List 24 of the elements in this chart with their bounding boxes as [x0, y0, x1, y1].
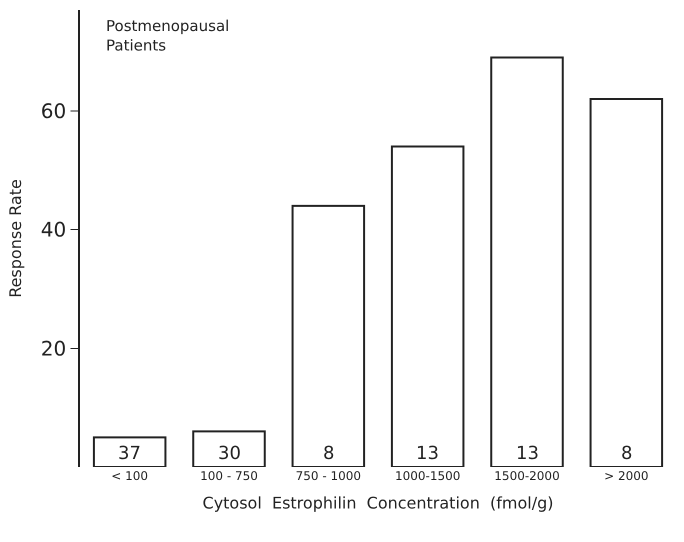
annotation: 13 [416, 443, 439, 464]
x-tick-label: > 2000 [604, 469, 649, 483]
bar [390, 146, 464, 467]
x-tick-label: 1000-1500 [394, 469, 460, 483]
y-tick-label: 60 [40, 98, 66, 123]
y-tick-label: 40 [40, 218, 66, 242]
x-axis-title: Cytosol Estrophilin Concentration (fmol/g) [202, 494, 554, 513]
x-tick-label: 100 - 750 [200, 469, 258, 483]
bar [92, 436, 166, 467]
annotation: Postmenopausal Patients [106, 17, 230, 54]
annotation: 37 [118, 443, 141, 464]
annotation: 13 [516, 443, 539, 464]
y-axis-title: Response Rate [6, 179, 26, 298]
x-tick-label: 1500-2000 [494, 469, 560, 483]
bar [590, 98, 664, 467]
annotation: 30 [218, 443, 241, 464]
x-tick-label: < 100 [111, 469, 148, 483]
annotation: 8 [621, 443, 632, 464]
bar [192, 430, 266, 467]
annotation: 8 [323, 443, 334, 464]
bar [490, 56, 564, 467]
y-tick-label: 20 [40, 336, 66, 360]
bar [292, 204, 366, 467]
x-tick-label: 750 - 1000 [296, 469, 362, 483]
